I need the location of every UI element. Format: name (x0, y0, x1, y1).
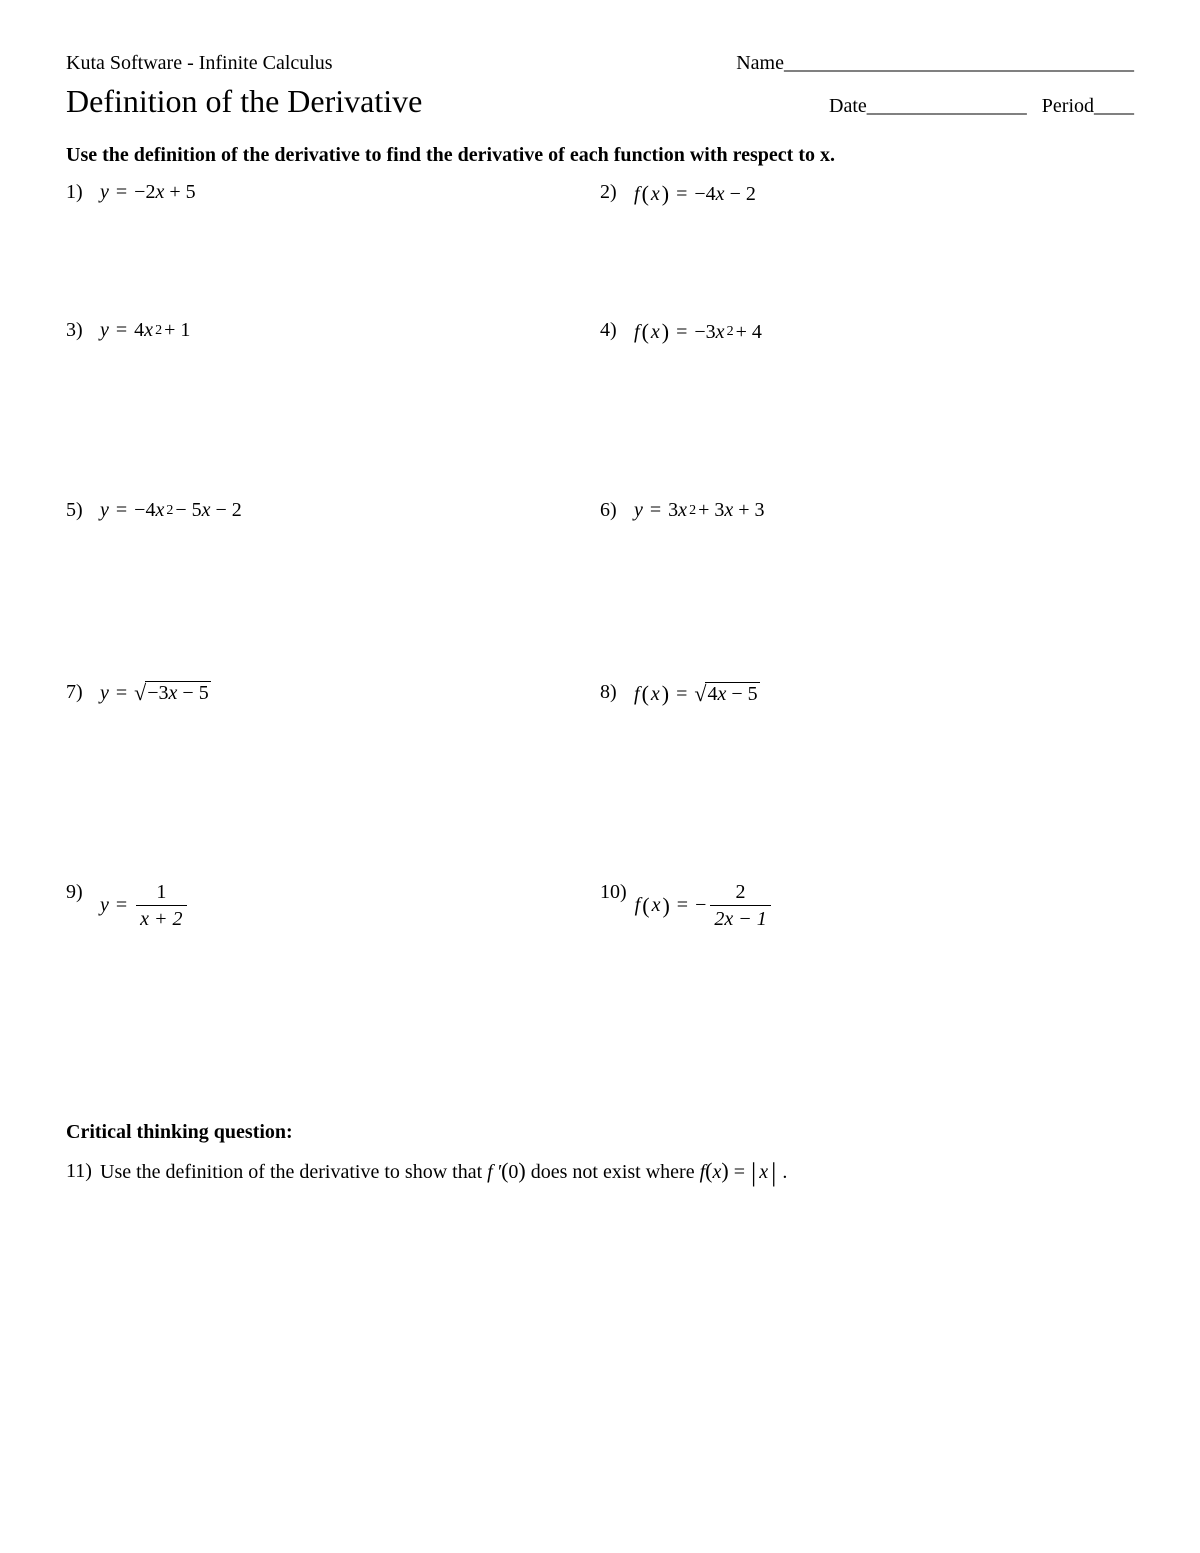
period-label: Period____ (1042, 95, 1134, 117)
equation: f(x) = −4x − 2 (634, 181, 756, 207)
problem-2: 2) f(x) = −4x − 2 (600, 181, 1134, 319)
problem-number: 4) (600, 319, 626, 342)
problem-number: 3) (66, 319, 92, 342)
problem-number: 7) (66, 681, 92, 704)
problem-10: 10) f(x) = − 2 2x − 1 (600, 881, 1134, 1111)
problem-number: 11) (66, 1160, 92, 1183)
instruction-text: Use the definition of the derivative to … (66, 144, 1134, 167)
problem-1: 1) y = −2x + 5 (66, 181, 600, 319)
fraction: 1 x + 2 (136, 881, 186, 930)
worksheet-page: Kuta Software - Infinite Calculus Name__… (0, 0, 1200, 1553)
equation: y = 1 x + 2 (100, 881, 189, 930)
sqrt-icon: √ −3x − 5 (134, 681, 211, 705)
problem-number: 5) (66, 499, 92, 522)
problem-4: 4) f(x) = −3x2 + 4 (600, 319, 1134, 499)
date-period: Date________________ Period____ (829, 95, 1134, 118)
problem-number: 10) (600, 881, 627, 904)
equation: y = 4x2 + 1 (100, 319, 190, 342)
fraction: 2 2x − 1 (710, 881, 770, 930)
equation: y = −4x2 − 5x − 2 (100, 499, 242, 522)
date-label: Date________________ (829, 95, 1027, 117)
problems-grid: 1) y = −2x + 5 2) f(x) = −4x − 2 3) y = … (66, 181, 1134, 1111)
problem-number: 8) (600, 681, 626, 704)
problem-number: 9) (66, 881, 92, 904)
equation: y = −2x + 5 (100, 181, 196, 204)
sqrt-icon: √ 4x − 5 (694, 682, 759, 706)
equation: f(x) = √ 4x − 5 (634, 681, 760, 707)
problem-9: 9) y = 1 x + 2 (66, 881, 600, 1111)
problem-3: 3) y = 4x2 + 1 (66, 319, 600, 499)
critical-thinking-header: Critical thinking question: (66, 1121, 1134, 1144)
problem-number: 1) (66, 181, 92, 204)
problem-11: 11) Use the definition of the derivative… (66, 1158, 1134, 1184)
name-field: Name___________________________________ (736, 52, 1134, 75)
software-name: Kuta Software - Infinite Calculus (66, 52, 333, 75)
problem-number: 6) (600, 499, 626, 522)
equation: y = 3x2 + 3x + 3 (634, 499, 765, 522)
problem-number: 2) (600, 181, 626, 204)
problem-6: 6) y = 3x2 + 3x + 3 (600, 499, 1134, 681)
problem-8: 8) f(x) = √ 4x − 5 (600, 681, 1134, 881)
problem-text: Use the definition of the derivative to … (100, 1158, 787, 1184)
equation: f(x) = −3x2 + 4 (634, 319, 762, 345)
problem-5: 5) y = −4x2 − 5x − 2 (66, 499, 600, 681)
page-title: Definition of the Derivative (66, 83, 422, 120)
header-row: Kuta Software - Infinite Calculus Name__… (66, 52, 1134, 75)
title-row: Definition of the Derivative Date_______… (66, 83, 1134, 120)
problem-7: 7) y = √ −3x − 5 (66, 681, 600, 881)
equation: f(x) = − 2 2x − 1 (635, 881, 773, 930)
equation: y = √ −3x − 5 (100, 681, 211, 705)
